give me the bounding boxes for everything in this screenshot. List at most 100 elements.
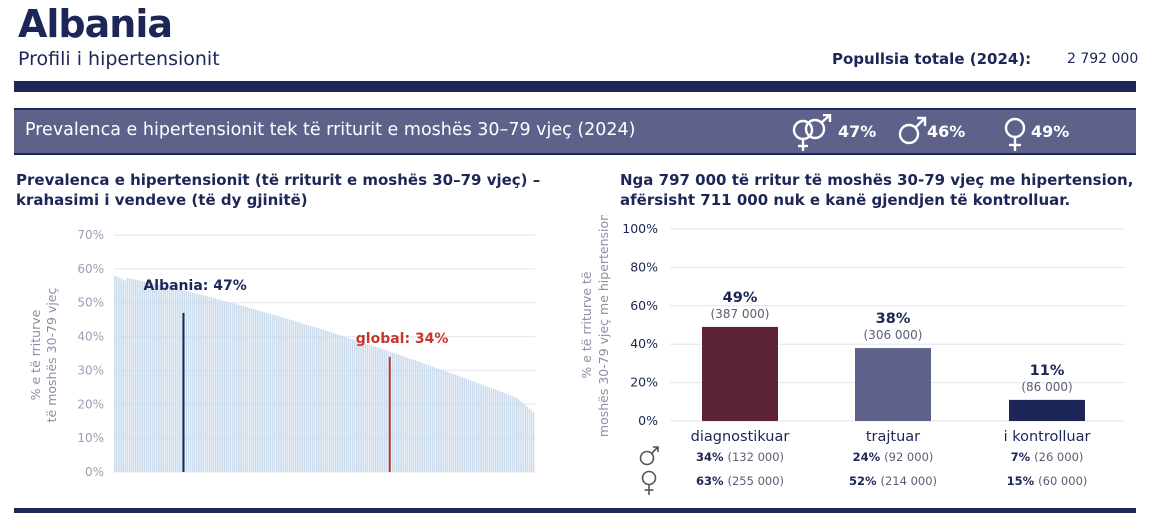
country-bar (450, 373, 453, 472)
country-bar (292, 320, 295, 472)
country-bar (175, 288, 177, 472)
left-y-tick-label: 50% (77, 296, 104, 310)
header-divider (14, 81, 1136, 92)
country-bar (118, 277, 120, 472)
country-bar (459, 376, 461, 472)
country-bar (353, 339, 356, 472)
cascade-value-label: 49% (723, 290, 758, 306)
right-y-axis-label: % e të rriturve të moshës 30-79 vjeç me h… (579, 215, 611, 437)
country-bar (408, 358, 411, 472)
right-bar-labels: 49%(387 000) diagnostikuar 38%(306 000) tra… (691, 290, 1091, 445)
country-bar (215, 298, 217, 472)
country-bar (141, 280, 143, 472)
right-y-tick-label: 0% (638, 413, 658, 428)
left-y-tick-label: 30% (77, 363, 104, 377)
country-bar (187, 291, 190, 472)
male-icon (898, 116, 927, 145)
country-bar (322, 329, 324, 472)
left-country-bars (114, 275, 535, 472)
country-bar (290, 320, 293, 472)
country-bar (457, 375, 459, 472)
country-bar (267, 313, 270, 472)
country-bar (499, 391, 501, 472)
country-bar (490, 388, 493, 472)
right-y-tick-label: 100% (622, 221, 658, 236)
country-bar (406, 357, 409, 472)
cascade-category-label: diagnostikuar (691, 429, 790, 445)
right-y-tick-label: 80% (630, 259, 658, 274)
country-bar (278, 316, 280, 472)
left-y-tick-label: 20% (77, 397, 104, 411)
country-bar (233, 303, 236, 472)
male-breakdown: 34% (132 000) (696, 450, 784, 464)
country-bar (440, 369, 442, 472)
country-bar (511, 396, 514, 472)
country-bar (337, 334, 339, 472)
left-y-tick-label: 40% (77, 330, 104, 344)
cascade-bar-diagnostikuar (702, 326, 778, 421)
country-bar (189, 292, 192, 472)
country-bar (204, 295, 207, 472)
country-bar (423, 363, 425, 472)
country-bar (244, 306, 247, 472)
country-bar (324, 330, 327, 472)
country-bar (145, 281, 148, 472)
country-bar (223, 300, 225, 472)
cascade-category-label: trajtuar (866, 429, 920, 445)
country-bar (126, 277, 129, 472)
cascade-bar-i-kontrolluar (1009, 399, 1085, 421)
country-bar (128, 278, 131, 472)
cascade-count-label: (306 000) (864, 328, 923, 342)
country-bar (286, 318, 289, 472)
country-bar (280, 316, 282, 472)
country-bar (507, 394, 510, 472)
country-bar (370, 345, 373, 472)
right-y-ticks: 0% 20% 40% 60% 80% 100% (622, 221, 658, 428)
country-bar (177, 289, 179, 472)
country-bar (391, 352, 394, 472)
country-bar (404, 356, 406, 472)
country-bar (238, 304, 240, 472)
country-bar (114, 275, 116, 472)
country-bar (288, 319, 291, 472)
country-bar (271, 314, 274, 472)
prevalence-banner (14, 108, 1136, 155)
country-bar (335, 333, 337, 472)
country-bar (343, 336, 345, 472)
country-bar (170, 287, 173, 472)
footer-divider (14, 508, 1136, 513)
country-bar (160, 285, 162, 472)
country-bar (362, 342, 364, 472)
country-bar (455, 374, 457, 472)
country-bar (124, 280, 127, 472)
country-bar (402, 356, 404, 472)
right-y-tick-label: 20% (630, 375, 658, 390)
country-bar (200, 294, 202, 472)
right-y-tick-label: 40% (630, 336, 658, 351)
country-bar (503, 392, 505, 472)
female-breakdown: 52% (214 000) (849, 474, 937, 488)
country-bar (528, 408, 531, 472)
country-bar (522, 403, 524, 472)
left-y-ticks: 0% 10% 20% 30% 40% 50% 60% 70% (77, 228, 104, 479)
country-bar (231, 303, 234, 472)
country-bar (473, 381, 476, 472)
country-bar (427, 365, 430, 472)
country-bar (476, 382, 478, 472)
male-prevalence: 46% (927, 122, 966, 141)
country-bar (446, 371, 449, 472)
country-bar (379, 348, 381, 472)
country-bar (168, 287, 171, 472)
country-bar (206, 296, 209, 472)
country-bar (396, 354, 398, 472)
country-bar (137, 280, 139, 472)
country-bar (255, 309, 257, 472)
cascade-bar-trajtuar (855, 348, 931, 421)
country-bar (252, 308, 255, 472)
country-bar (436, 368, 438, 472)
country-bar (295, 321, 297, 472)
country-bar (486, 386, 489, 472)
country-comparison-chart: Albania: 47% global: 34% 0% 10% 20% 30% 40% 50… (28, 228, 535, 479)
right-cascade-bars (702, 326, 1085, 421)
country-bar (433, 367, 436, 472)
